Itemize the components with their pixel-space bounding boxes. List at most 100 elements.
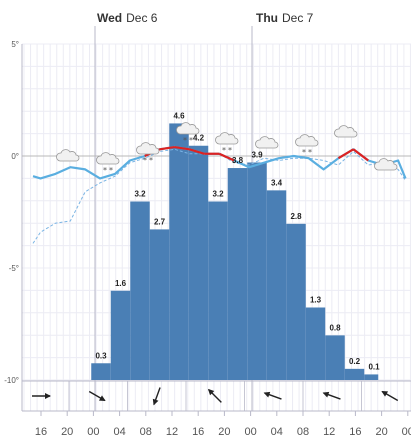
- temperature-above-zero-segment: [159, 145, 175, 151]
- x-tick-label: 08: [140, 426, 152, 438]
- precip-bar: [286, 223, 306, 380]
- precipitation-bars: [91, 123, 379, 381]
- temperature-above-zero-segment: [352, 148, 369, 162]
- dew-point-line: [32, 148, 406, 244]
- precip-bar-label: 1.3: [310, 295, 322, 304]
- cloud-shape: [56, 149, 80, 162]
- x-tick-label: 16: [349, 426, 361, 438]
- precip-bar: [364, 374, 379, 380]
- precip-bar-label: 0.2: [349, 357, 361, 366]
- precipitation-bar-labels: 0.3 1.6 3.2 2.7 4.6 4.2 3.2 3.8 3.9 3.4 2.8 1.3 0.8 0…: [95, 111, 380, 371]
- cloud-shape: [334, 125, 358, 138]
- snowflake-mark: *: [183, 136, 187, 145]
- temperature-above-zero-segment: [337, 148, 354, 160]
- cloud-snow-icon: * *: [96, 152, 120, 175]
- snowflake-mark: *: [109, 166, 113, 175]
- wind-direction-row: [32, 381, 399, 411]
- precip-bar: [247, 162, 267, 380]
- precip-bar-label: 4.2: [193, 134, 205, 143]
- precip-bar: [305, 307, 326, 380]
- cloud-snow-icon: * *: [176, 122, 200, 145]
- wind-arrow-icon: [152, 387, 161, 406]
- precip-bar-label: 1.6: [115, 279, 127, 288]
- wind-arrow-head: [381, 391, 389, 397]
- snowflake-mark: *: [228, 146, 232, 155]
- x-tick-label: 00: [87, 426, 99, 438]
- wind-arrow-head: [45, 393, 51, 399]
- snowflake-mark: *: [222, 146, 226, 155]
- cloud-shape: [96, 152, 120, 165]
- x-tick-label: 00: [402, 426, 411, 438]
- wind-arrow-icon: [88, 390, 106, 402]
- precip-bar: [110, 290, 131, 380]
- y-tick-label: 5°: [11, 40, 19, 49]
- cloud-icon: [334, 125, 358, 138]
- precip-bar: [325, 335, 345, 380]
- precip-bar-label: 0.8: [329, 323, 341, 332]
- precip-bar-label: 2.8: [290, 212, 302, 221]
- x-tick-label: 12: [323, 426, 335, 438]
- cloud-icon: [374, 158, 398, 171]
- cloud-shape: [215, 132, 239, 145]
- wind-arrow-icon: [32, 393, 51, 399]
- temperature-above-zero-segment: [189, 148, 205, 155]
- y-tick-label: -5°: [9, 264, 19, 273]
- precip-bar: [91, 363, 111, 380]
- day-headers: Wed Dec 6 Thu Dec 7: [97, 11, 314, 25]
- y-tick-label: 0°: [11, 152, 19, 161]
- precip-bar: [266, 190, 287, 380]
- precip-bar-label: 0.1: [368, 362, 380, 371]
- cloud-shape: [136, 142, 160, 155]
- cloud-shape: [374, 158, 398, 171]
- precip-bar: [208, 201, 228, 380]
- wind-arrow-icon: [207, 388, 222, 403]
- wind-arrow-head: [322, 391, 330, 398]
- y-axis-tick-labels: 5° 0° -5° -10°: [4, 40, 19, 385]
- wind-arrow-icon: [263, 391, 282, 400]
- y-tick-label: -10°: [4, 376, 19, 385]
- cloud-shape: [255, 136, 279, 149]
- day-header-wed: Wed Dec 6: [97, 11, 158, 25]
- snowflake-mark: *: [189, 136, 193, 145]
- wind-arrow-head: [98, 395, 106, 401]
- temperature-above-zero-segment: [218, 152, 235, 162]
- x-tick-label: 16: [192, 426, 204, 438]
- x-tick-label: 16: [35, 426, 47, 438]
- cloud-snow-icon: * *: [295, 134, 319, 157]
- precip-bar: [227, 168, 248, 380]
- wind-arrow-head: [263, 391, 271, 398]
- precip-bar-label: 2.7: [154, 217, 166, 226]
- wind-arrow-head: [207, 388, 215, 396]
- cloud-icon: [56, 149, 80, 162]
- cloud-snow-icon: * *: [136, 142, 160, 165]
- snowflake-mark: *: [149, 156, 153, 165]
- temperature-line: [32, 145, 407, 180]
- x-tick-label: 20: [375, 426, 387, 438]
- x-tick-label: 12: [166, 426, 178, 438]
- x-tick-label: 00: [244, 426, 256, 438]
- precip-bar-label: 0.3: [95, 351, 107, 360]
- precip-bar-label: 3.8: [232, 156, 244, 165]
- snowflake-mark: *: [302, 148, 306, 157]
- precip-bar: [149, 229, 170, 380]
- cloud-shape: [295, 134, 319, 147]
- precip-bar: [169, 123, 189, 381]
- cloud-icon: [255, 136, 279, 149]
- x-tick-label: 04: [271, 426, 283, 438]
- precip-bar-label: 3.2: [134, 190, 146, 199]
- precip-bar-label: 3.4: [271, 178, 283, 187]
- cloud-shape: [176, 122, 200, 135]
- cloud-snow-icon: * *: [215, 132, 239, 155]
- precip-bar-label: 3.9: [251, 150, 263, 159]
- snowflake-mark: *: [103, 166, 107, 175]
- snowflake-mark: *: [308, 148, 312, 157]
- precip-bar-label: 3.2: [212, 190, 224, 199]
- day-header-thu: Thu Dec 7: [256, 11, 314, 25]
- x-axis-hour-labels: 16 20 00 04 08 12 16 20 00 04 08 12 16 20 00: [35, 411, 411, 438]
- wind-arrow-icon: [322, 391, 341, 400]
- precip-bar: [188, 145, 209, 380]
- x-tick-label: 08: [297, 426, 309, 438]
- temperature-above-zero-segment: [174, 145, 190, 151]
- snowflake-mark: *: [143, 156, 147, 165]
